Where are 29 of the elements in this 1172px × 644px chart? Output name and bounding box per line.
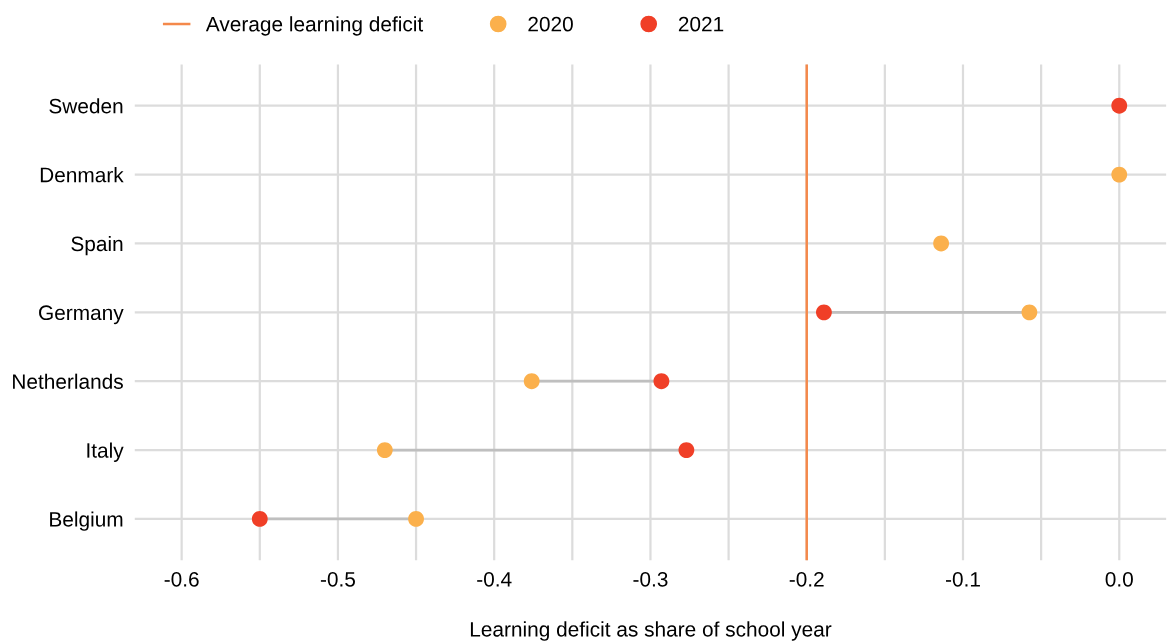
point bbox=[816, 304, 832, 321]
y-tick-label: Netherlands bbox=[13, 373, 123, 389]
legend-label: 2020 bbox=[528, 16, 573, 32]
x-tick-label: -0.4 bbox=[477, 571, 512, 587]
point bbox=[933, 235, 950, 252]
legend-label: 2021 bbox=[678, 16, 724, 32]
y-tick-label: Germany bbox=[39, 305, 124, 325]
point bbox=[653, 373, 670, 390]
point bbox=[251, 511, 268, 527]
point bbox=[678, 442, 695, 458]
x-tick-label: 0.0 bbox=[1105, 571, 1133, 587]
point bbox=[1111, 97, 1128, 114]
point bbox=[376, 442, 393, 458]
point bbox=[1111, 166, 1128, 183]
point bbox=[408, 511, 424, 527]
y-tick-label: Spain bbox=[71, 235, 123, 256]
x-tick-label: -0.6 bbox=[164, 571, 199, 587]
y-tick-label: Sweden bbox=[49, 98, 123, 114]
y-tick-label: Italy bbox=[87, 442, 124, 462]
x-tick-label: -0.3 bbox=[633, 571, 668, 587]
x-tick-label: -0.5 bbox=[320, 571, 355, 587]
x-tick-label: -0.1 bbox=[945, 571, 980, 587]
x-axis-title: Learning deficit as share of school year bbox=[470, 621, 832, 641]
point bbox=[523, 373, 540, 390]
x-tick-label: -0.2 bbox=[789, 571, 824, 587]
y-tick-label: Belgium bbox=[50, 511, 123, 531]
y-tick-label: Denmark bbox=[40, 167, 124, 183]
point bbox=[1021, 304, 1038, 321]
legend-label: Average learning deficit bbox=[205, 16, 424, 36]
